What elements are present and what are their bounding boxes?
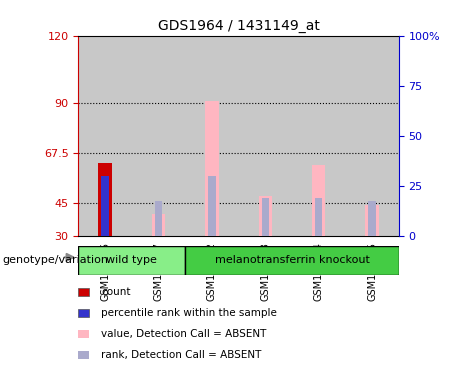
Text: wild type: wild type — [106, 255, 157, 265]
Bar — [205, 101, 219, 236]
Bar — [101, 176, 109, 236]
Bar — [132, 36, 185, 236]
Bar — [345, 36, 399, 236]
Text: value, Detection Call = ABSENT: value, Detection Call = ABSENT — [101, 329, 267, 339]
Bar — [259, 196, 272, 236]
Bar — [368, 201, 376, 236]
Text: percentile rank within the sample: percentile rank within the sample — [101, 308, 278, 318]
Bar — [155, 201, 162, 236]
Text: rank, Detection Call = ABSENT: rank, Detection Call = ABSENT — [101, 350, 262, 360]
Text: melanotransferrin knockout: melanotransferrin knockout — [214, 255, 369, 265]
Bar — [312, 165, 325, 236]
Bar — [366, 205, 379, 236]
Text: genotype/variation: genotype/variation — [2, 255, 108, 265]
Bar — [78, 246, 185, 275]
Bar — [208, 176, 216, 236]
Bar — [292, 36, 345, 236]
Bar — [152, 214, 165, 236]
Text: count: count — [101, 287, 131, 297]
Bar — [185, 246, 399, 275]
Bar — [98, 163, 112, 236]
Bar — [261, 199, 269, 236]
Title: GDS1964 / 1431149_at: GDS1964 / 1431149_at — [158, 19, 319, 33]
Bar — [315, 199, 322, 236]
Bar — [78, 36, 132, 236]
Bar — [185, 36, 239, 236]
Bar — [239, 36, 292, 236]
